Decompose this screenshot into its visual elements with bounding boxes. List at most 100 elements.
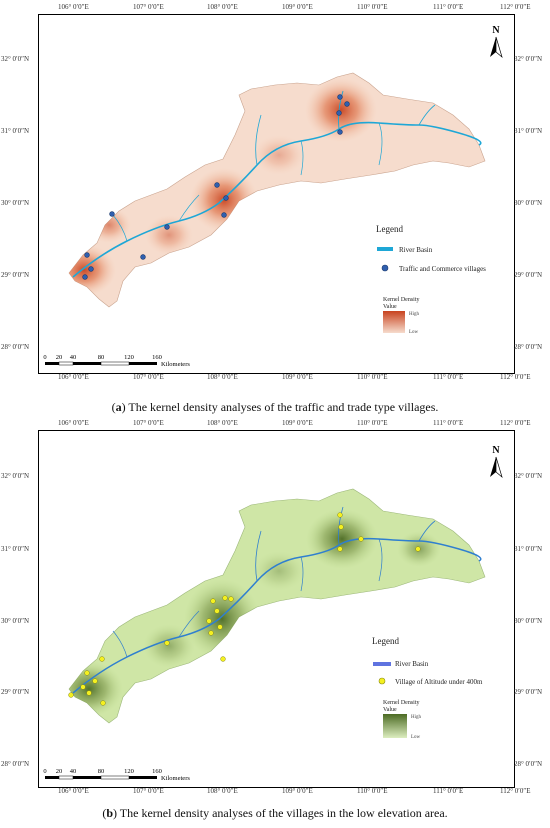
kd-low-label: Low xyxy=(409,330,419,335)
legend-title: Legend xyxy=(376,224,403,234)
village-point xyxy=(88,266,94,272)
river-network-a xyxy=(72,90,482,278)
kd-title-line1: Kernel Density xyxy=(383,297,420,303)
lon-label: 107° 0′0″E xyxy=(133,787,164,795)
river-basin-region-b xyxy=(68,488,486,724)
village-point xyxy=(228,596,234,602)
map-a-canvas: N Legend River Basin Traffic and Commerc… xyxy=(43,25,503,368)
village-points-b xyxy=(68,512,421,706)
map-panel-a: N Legend River Basin Traffic and Commerc… xyxy=(38,14,515,374)
lon-label: 111° 0′0″E xyxy=(433,787,464,795)
lon-label: 107° 0′0″E xyxy=(133,419,164,427)
lon-label: 106° 0′0″E xyxy=(58,3,89,11)
lon-label: 112° 0′0″E xyxy=(500,373,531,381)
village-point xyxy=(214,182,220,188)
lat-label: 29° 0′0″N xyxy=(1,271,30,279)
lat-label: 29° 0′0″N xyxy=(1,688,30,696)
lat-label: 29° 0′0″N xyxy=(514,688,543,696)
lon-label: 109° 0′0″E xyxy=(282,787,313,795)
map-b-canvas: N Legend River Basin Village of Altitude… xyxy=(43,445,503,782)
map-panel-b: N Legend River Basin Village of Altitude… xyxy=(38,430,515,788)
lon-label: 109° 0′0″E xyxy=(282,3,313,11)
lon-label: 110° 0′0″E xyxy=(357,3,388,11)
north-arrow-icon: N xyxy=(490,445,503,479)
village-point xyxy=(222,595,228,601)
village-point xyxy=(415,546,421,552)
lat-label: 28° 0′0″N xyxy=(514,760,543,768)
svg-text:40: 40 xyxy=(70,768,77,775)
legend-river-label: River Basin xyxy=(399,246,433,254)
village-point xyxy=(337,512,343,518)
lon-label: 110° 0′0″E xyxy=(357,373,388,381)
lat-label: 31° 0′0″N xyxy=(514,127,543,135)
lon-label: 106° 0′0″E xyxy=(58,787,89,795)
village-point xyxy=(217,624,223,630)
legend-title: Legend xyxy=(372,636,399,646)
lat-label: 30° 0′0″N xyxy=(1,617,30,625)
north-arrow-icon: N xyxy=(490,25,503,59)
lon-label: 108° 0′0″E xyxy=(207,787,238,795)
village-point xyxy=(337,129,343,135)
lon-label: 107° 0′0″E xyxy=(133,373,164,381)
lat-label: 28° 0′0″N xyxy=(1,343,30,351)
village-point xyxy=(109,211,115,217)
village-point xyxy=(68,692,74,698)
village-point xyxy=(164,224,170,230)
kernel-density-hotspots-a xyxy=(69,78,377,296)
kd-high-label: High xyxy=(411,715,422,720)
village-point xyxy=(210,598,216,604)
legend-b: Legend River Basin Village of Altitude u… xyxy=(372,636,483,740)
legend-river-label: River Basin xyxy=(395,660,429,668)
village-point xyxy=(99,656,105,662)
svg-text:N: N xyxy=(492,25,500,36)
legend-point-swatch xyxy=(381,264,389,272)
lon-label: 111° 0′0″E xyxy=(433,373,464,381)
svg-text:160: 160 xyxy=(152,354,162,361)
lon-label: 111° 0′0″E xyxy=(433,3,464,11)
svg-text:N: N xyxy=(492,445,500,456)
village-point xyxy=(221,212,227,218)
village-point xyxy=(92,678,98,684)
svg-text:0: 0 xyxy=(43,354,46,361)
lon-label: 112° 0′0″E xyxy=(500,419,531,427)
lon-label: 110° 0′0″E xyxy=(357,787,388,795)
lon-label: 112° 0′0″E xyxy=(500,787,531,795)
village-point xyxy=(358,536,364,542)
legend-a: Legend River Basin Traffic and Commerce … xyxy=(376,224,486,335)
caption-b: (b) The kernel density analyses of the v… xyxy=(102,806,448,820)
lat-label: 30° 0′0″N xyxy=(514,617,543,625)
lon-label: 108° 0′0″E xyxy=(207,373,238,381)
legend-river-swatch xyxy=(377,247,393,251)
village-point xyxy=(140,254,146,260)
lat-label: 29° 0′0″N xyxy=(514,271,543,279)
village-point xyxy=(84,252,90,258)
lat-label: 28° 0′0″N xyxy=(1,760,30,768)
svg-text:20: 20 xyxy=(56,354,63,361)
svg-text:0: 0 xyxy=(43,768,46,775)
village-point xyxy=(86,690,92,696)
lon-label: 106° 0′0″E xyxy=(58,373,89,381)
lat-label: 28° 0′0″N xyxy=(514,343,543,351)
village-point xyxy=(220,656,226,662)
village-point xyxy=(208,630,214,636)
legend-point-swatch xyxy=(378,677,386,685)
village-point xyxy=(164,640,170,646)
lat-label: 32° 0′0″N xyxy=(514,55,543,63)
village-point xyxy=(336,110,342,116)
legend-point-label: Village of Altitude under 400m xyxy=(395,678,483,686)
village-point xyxy=(338,524,344,530)
svg-text:120: 120 xyxy=(124,354,134,361)
village-point xyxy=(80,684,86,690)
kd-title-line2: Value xyxy=(383,707,397,713)
caption-a: (a) The kernel density analyses of the t… xyxy=(111,400,439,414)
svg-text:80: 80 xyxy=(98,354,105,361)
legend-point-label: Traffic and Commerce villages xyxy=(399,265,486,273)
lat-label: 31° 0′0″N xyxy=(1,127,30,135)
svg-text:160: 160 xyxy=(152,768,162,775)
village-point xyxy=(214,608,220,614)
kd-gradient-swatch xyxy=(383,714,407,738)
village-point xyxy=(82,274,88,280)
lat-label: 30° 0′0″N xyxy=(1,199,30,207)
lat-label: 32° 0′0″N xyxy=(514,472,543,480)
lon-label: 112° 0′0″E xyxy=(500,3,531,11)
